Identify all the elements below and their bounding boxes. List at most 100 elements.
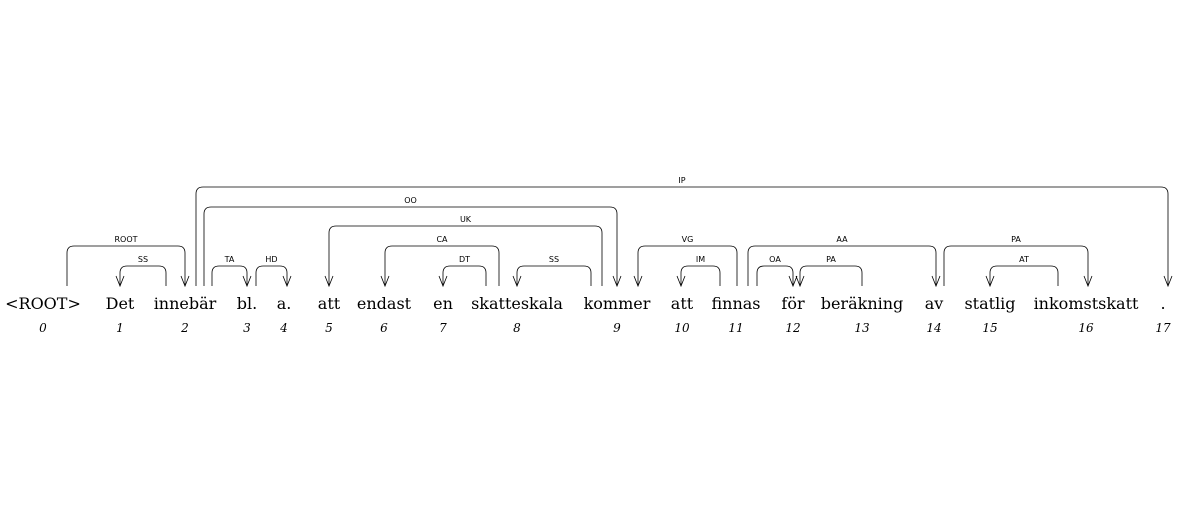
arrow-head-icon xyxy=(985,275,995,288)
arc-line xyxy=(756,265,794,286)
dependency-arc: SS xyxy=(512,255,592,288)
arc-label: SS xyxy=(138,255,148,264)
arc-line xyxy=(211,265,248,286)
token-index: 0 xyxy=(39,321,47,335)
token-word: att xyxy=(671,294,694,313)
arrow-head-icon xyxy=(438,275,448,288)
dependency-arc: PA xyxy=(795,255,863,288)
arc-label: OO xyxy=(404,196,417,205)
arc-label: IP xyxy=(678,176,685,185)
token-word: av xyxy=(925,294,944,313)
arc-line xyxy=(989,265,1059,286)
dependency-arc: PA xyxy=(943,235,1093,288)
arc-line xyxy=(442,265,487,286)
token-word: <ROOT> xyxy=(5,294,81,313)
arc-label: AT xyxy=(1019,255,1029,264)
dependency-arc: DT xyxy=(438,255,487,288)
arrow-head-icon xyxy=(931,275,941,288)
arc-line xyxy=(747,245,937,286)
token-index: 7 xyxy=(439,321,447,335)
arc-line xyxy=(119,265,167,286)
arcs-layer: ROOT SS TA HD OO UK CA DT SS IP VG IM AA OA PA PA AT xyxy=(66,176,1173,288)
arc-label: PA xyxy=(826,255,836,264)
token-word: Det xyxy=(106,294,135,313)
arc-label: UK xyxy=(460,215,472,224)
token-index: 12 xyxy=(785,321,800,335)
dependency-arc: AT xyxy=(985,255,1059,288)
dependency-arc: OO xyxy=(203,196,622,288)
token-word: skatteskala xyxy=(471,294,563,313)
arc-line xyxy=(943,245,1089,286)
arrow-head-icon xyxy=(612,275,622,288)
arrow-head-icon xyxy=(282,275,292,288)
arrow-head-icon xyxy=(512,275,522,288)
token-index: 16 xyxy=(1078,321,1094,335)
dependency-arc: VG xyxy=(633,235,738,288)
token-index: 5 xyxy=(325,321,333,335)
arrow-head-icon xyxy=(242,275,252,288)
arrow-head-icon xyxy=(795,275,805,288)
token-index: 11 xyxy=(728,321,743,335)
arc-line xyxy=(66,245,186,286)
token-word: bl. xyxy=(237,294,257,313)
arc-label: AA xyxy=(836,235,848,244)
arrow-head-icon xyxy=(380,275,390,288)
arrow-head-icon xyxy=(633,275,643,288)
token-index: 3 xyxy=(243,321,251,335)
arc-label: OA xyxy=(769,255,781,264)
token-index: 15 xyxy=(982,321,997,335)
token-index: 9 xyxy=(613,321,621,335)
arc-label: TA xyxy=(224,255,235,264)
arrow-head-icon xyxy=(115,275,125,288)
arc-label: ROOT xyxy=(114,235,137,244)
token-index: 6 xyxy=(380,321,388,335)
dependency-arc: IM xyxy=(676,255,721,288)
arrow-head-icon xyxy=(180,275,190,288)
token-word: innebär xyxy=(154,294,217,313)
arc-line xyxy=(680,265,721,286)
token-index: 2 xyxy=(180,321,189,335)
dependency-arc: HD xyxy=(255,255,292,288)
token-word: för xyxy=(781,294,805,313)
arc-line xyxy=(799,265,863,286)
token-word: . xyxy=(1160,294,1165,313)
dependency-arc: CA xyxy=(380,235,500,288)
arc-label: PA xyxy=(1011,235,1021,244)
tokens-layer: <ROOT> 0 Det 1 innebär 2 bl. 3 a. 4 att 5 endast 6 en 7… xyxy=(5,294,1171,335)
dependency-arc: IP xyxy=(195,176,1173,288)
arc-label: VG xyxy=(682,235,694,244)
arc-line xyxy=(203,206,618,286)
token-index: 13 xyxy=(854,321,870,335)
arrow-head-icon xyxy=(1163,275,1173,288)
token-index: 8 xyxy=(513,321,521,335)
token-word: beräkning xyxy=(821,294,904,313)
arc-label: DT xyxy=(459,255,470,264)
token-word: a. xyxy=(277,294,292,313)
token-index: 4 xyxy=(279,321,288,335)
token-word: inkomstskatt xyxy=(1034,294,1139,313)
token-index: 10 xyxy=(674,321,690,335)
token-index: 17 xyxy=(1155,321,1171,335)
arc-line xyxy=(195,186,1169,286)
token-word: statlig xyxy=(964,294,1015,313)
arrow-head-icon xyxy=(676,275,686,288)
token-word: en xyxy=(433,294,453,313)
dependency-arc: TA xyxy=(211,255,252,288)
dependency-arc: OA xyxy=(756,255,798,288)
arc-line xyxy=(637,245,738,286)
token-word: endast xyxy=(357,294,412,313)
arrow-head-icon xyxy=(788,275,798,288)
arc-label: CA xyxy=(436,235,448,244)
token-word: kommer xyxy=(584,294,651,313)
dependency-arc: ROOT xyxy=(66,235,190,288)
arrow-head-icon xyxy=(324,275,334,288)
dependency-arc: UK xyxy=(324,215,603,288)
token-index: 14 xyxy=(926,321,941,335)
arc-label: HD xyxy=(265,255,277,264)
arc-label: IM xyxy=(696,255,705,264)
arc-line xyxy=(516,265,592,286)
arc-line xyxy=(255,265,288,286)
token-index: 1 xyxy=(116,321,124,335)
arrow-head-icon xyxy=(1083,275,1093,288)
